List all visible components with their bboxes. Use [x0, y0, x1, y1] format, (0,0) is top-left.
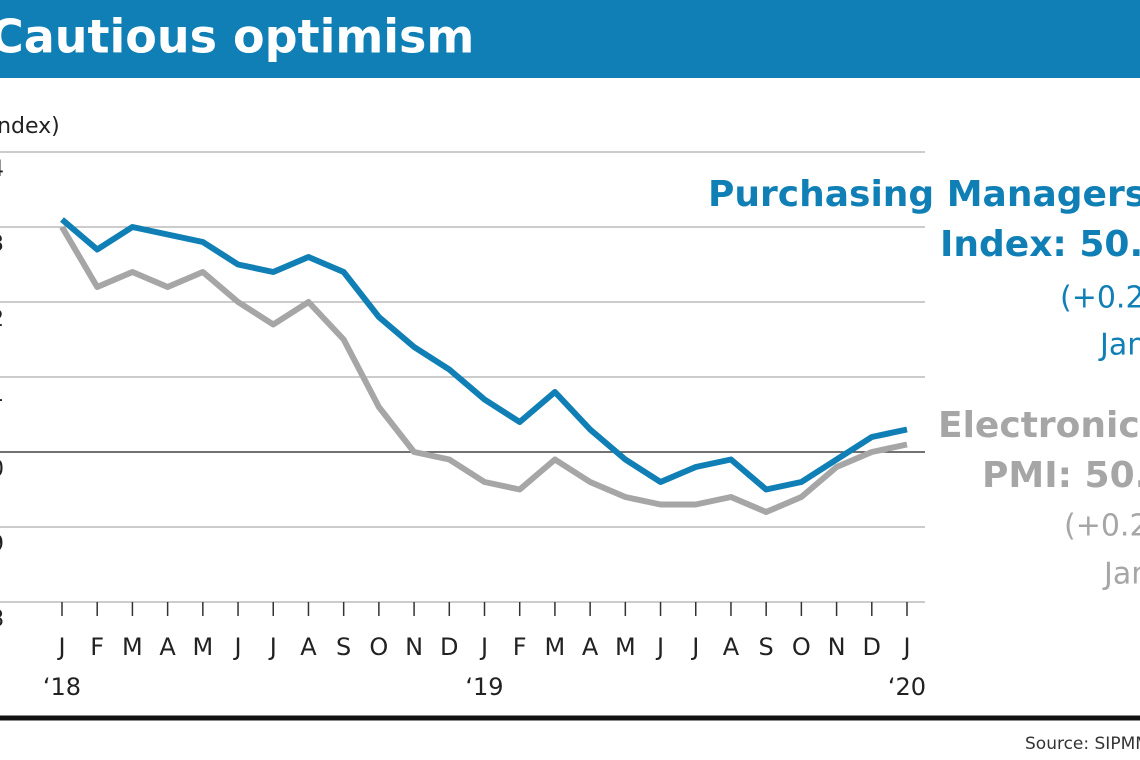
y-tick-label: 49	[0, 532, 4, 557]
x-tick-label: J	[479, 633, 488, 661]
line-series	[60, 217, 908, 493]
x-tick-label: A	[300, 633, 317, 661]
series-annotation: Jan	[1098, 328, 1140, 363]
series-annotation: PMI: 50.1	[982, 455, 1140, 496]
chart-title: Cautious optimism	[0, 10, 474, 64]
x-tick-label: F	[513, 633, 527, 661]
x-tick-label: A	[723, 633, 740, 661]
series-annotation: Purchasing Managers'	[708, 174, 1140, 215]
x-tick-label: O	[792, 633, 811, 661]
x-tick-label: N	[405, 633, 423, 661]
y-tick-label: 50	[0, 457, 4, 482]
title-bar	[0, 0, 1140, 78]
series-annotation: (+0.2)	[1060, 281, 1140, 316]
x-tick-label: J	[56, 633, 65, 661]
source: Source: SIPMM	[1025, 734, 1140, 754]
x-tick-label: M	[122, 633, 143, 661]
y-tick-label: 52	[0, 307, 4, 332]
series-annotation: (+0.2)	[1064, 509, 1140, 544]
x-tick-label: S	[759, 633, 774, 661]
x-tick-label: J	[901, 633, 910, 661]
y-tick-label: 48	[0, 607, 4, 632]
x-tick-label: D	[863, 633, 881, 661]
year-label: ‘20	[888, 673, 926, 701]
x-tick-label: J	[268, 633, 277, 661]
x-tick-label: J	[655, 633, 664, 661]
x-tick-label: M	[545, 633, 566, 661]
x-tick-label: N	[828, 633, 846, 661]
series-annotation: Index: 50.3	[940, 224, 1140, 265]
year-label: ‘18	[43, 673, 81, 701]
y-tick-label: 53	[0, 232, 4, 257]
x-tick-label: J	[233, 633, 242, 661]
x-tick-label: J	[690, 633, 699, 661]
year-label: ‘19	[465, 673, 503, 701]
x-tick-label: D	[440, 633, 458, 661]
series-annotation: Electronics	[938, 405, 1140, 446]
x-tick-label: F	[90, 633, 104, 661]
y-tick-label: 54	[0, 157, 4, 182]
x-tick-label: M	[192, 633, 213, 661]
y-tick-label: 51	[0, 382, 4, 407]
x-tick-label: O	[369, 633, 388, 661]
x-tick-label: S	[336, 633, 351, 661]
x-tick-label: A	[582, 633, 599, 661]
line-series	[59, 225, 908, 515]
series-annotation: Jan	[1102, 557, 1140, 592]
x-tick-label: M	[615, 633, 636, 661]
y-axis-label: (Index)	[0, 114, 60, 139]
x-tick-label: A	[159, 633, 176, 661]
